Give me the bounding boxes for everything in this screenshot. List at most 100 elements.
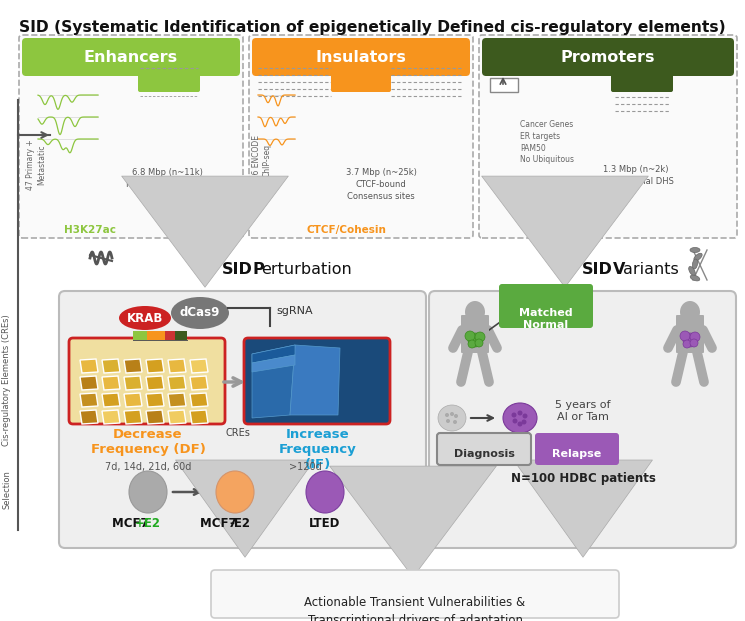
Text: H3K27ac: H3K27ac — [64, 225, 116, 235]
Text: LTED: LTED — [309, 517, 340, 530]
Polygon shape — [124, 393, 142, 407]
Polygon shape — [146, 393, 164, 407]
Ellipse shape — [216, 471, 254, 513]
Ellipse shape — [518, 422, 522, 427]
Polygon shape — [168, 393, 186, 407]
Text: erturbation: erturbation — [261, 262, 352, 277]
Ellipse shape — [690, 339, 698, 347]
Text: 3.7 Mbp (n~25k)
CTCF-bound
Consensus sites: 3.7 Mbp (n~25k) CTCF-bound Consensus sit… — [346, 168, 416, 201]
Text: 47 Primary +
Metastatic: 47 Primary + Metastatic — [26, 140, 46, 191]
FancyBboxPatch shape — [19, 35, 243, 238]
FancyBboxPatch shape — [331, 72, 391, 92]
Ellipse shape — [692, 259, 697, 269]
Polygon shape — [168, 376, 186, 390]
Text: sgRNA: sgRNA — [276, 306, 313, 316]
FancyBboxPatch shape — [479, 35, 737, 238]
Ellipse shape — [522, 420, 527, 425]
Ellipse shape — [680, 331, 690, 341]
Text: Matched
Normal: Matched Normal — [519, 308, 573, 330]
Text: Diagnosis: Diagnosis — [454, 449, 515, 459]
FancyBboxPatch shape — [249, 35, 473, 238]
Polygon shape — [190, 393, 208, 407]
Polygon shape — [290, 345, 340, 415]
Ellipse shape — [450, 412, 454, 416]
Polygon shape — [80, 376, 98, 390]
Bar — [133, 331, 147, 340]
Text: dCas9: dCas9 — [180, 307, 221, 319]
FancyBboxPatch shape — [244, 338, 390, 424]
FancyBboxPatch shape — [22, 38, 240, 76]
FancyBboxPatch shape — [461, 315, 489, 353]
FancyBboxPatch shape — [69, 338, 225, 424]
Text: Insulators: Insulators — [316, 50, 407, 65]
Text: SID: SID — [222, 262, 253, 277]
Polygon shape — [102, 393, 120, 407]
Polygon shape — [190, 410, 208, 424]
Text: SID (Systematic Identification of epigenetically Defined cis-regulatory elements: SID (Systematic Identification of epigen… — [19, 20, 726, 35]
Text: V: V — [613, 262, 625, 277]
FancyBboxPatch shape — [59, 291, 426, 548]
Text: MCF7: MCF7 — [112, 517, 153, 530]
Ellipse shape — [503, 403, 537, 433]
Text: Cis-regulatory Elements (CREs): Cis-regulatory Elements (CREs) — [2, 314, 11, 446]
Ellipse shape — [690, 248, 700, 253]
Ellipse shape — [690, 275, 700, 281]
Ellipse shape — [454, 414, 458, 418]
Polygon shape — [146, 410, 164, 424]
Text: P: P — [253, 262, 264, 277]
Text: MCF7: MCF7 — [200, 517, 241, 530]
FancyBboxPatch shape — [676, 315, 704, 353]
Polygon shape — [252, 345, 295, 363]
Text: 7d, 14d, 21d, 60d: 7d, 14d, 21d, 60d — [105, 462, 191, 472]
Ellipse shape — [119, 306, 171, 330]
Ellipse shape — [513, 419, 518, 424]
FancyBboxPatch shape — [211, 570, 619, 618]
FancyBboxPatch shape — [138, 72, 200, 92]
Ellipse shape — [512, 412, 516, 417]
Ellipse shape — [522, 414, 527, 419]
Text: >120d: >120d — [288, 462, 321, 472]
Ellipse shape — [465, 301, 485, 323]
Polygon shape — [80, 393, 98, 407]
Ellipse shape — [683, 340, 691, 348]
FancyBboxPatch shape — [482, 38, 734, 76]
Ellipse shape — [468, 340, 476, 348]
Polygon shape — [124, 376, 142, 390]
Text: N=100 HDBC patients: N=100 HDBC patients — [510, 472, 656, 485]
Polygon shape — [124, 410, 142, 424]
Bar — [165, 331, 175, 340]
Polygon shape — [252, 355, 295, 372]
Ellipse shape — [171, 297, 229, 329]
Polygon shape — [168, 359, 186, 373]
FancyBboxPatch shape — [252, 38, 470, 76]
Polygon shape — [124, 359, 142, 373]
Text: CTCF/Cohesin: CTCF/Cohesin — [306, 225, 386, 235]
Ellipse shape — [438, 405, 466, 431]
Polygon shape — [168, 410, 186, 424]
Polygon shape — [146, 376, 164, 390]
Text: Enhancers: Enhancers — [84, 50, 178, 65]
Polygon shape — [80, 410, 98, 424]
FancyBboxPatch shape — [611, 72, 673, 92]
Text: SID: SID — [582, 262, 613, 277]
Ellipse shape — [475, 332, 485, 342]
Text: Relapse: Relapse — [552, 449, 602, 459]
Polygon shape — [102, 359, 120, 373]
Text: KRAB: KRAB — [127, 312, 163, 325]
Text: 6.8 Mbp (n~11k)
Putative Enhancers: 6.8 Mbp (n~11k) Putative Enhancers — [126, 168, 208, 189]
Text: Selection: Selection — [2, 471, 11, 509]
Polygon shape — [102, 410, 120, 424]
Text: 216 ENCODE
ChIP-seq: 216 ENCODE ChIP-seq — [252, 135, 272, 184]
Ellipse shape — [694, 253, 702, 261]
FancyBboxPatch shape — [535, 433, 619, 465]
Polygon shape — [146, 359, 164, 373]
Text: Promoters: Promoters — [561, 50, 656, 65]
Ellipse shape — [475, 339, 483, 347]
Bar — [147, 331, 165, 340]
Text: -E2: -E2 — [229, 517, 250, 530]
Text: ariants: ariants — [623, 262, 679, 277]
Text: CREs: CREs — [226, 428, 251, 438]
Text: Actionable Transient Vulnerabilities &
Transcriptional drivers of adaptation: Actionable Transient Vulnerabilities & T… — [305, 596, 525, 621]
Polygon shape — [190, 359, 208, 373]
Ellipse shape — [129, 471, 167, 513]
